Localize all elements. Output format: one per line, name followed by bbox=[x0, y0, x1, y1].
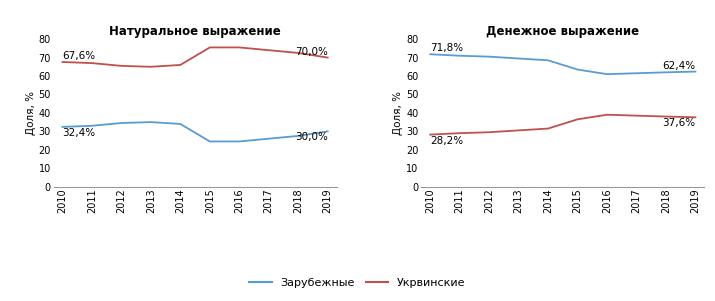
Text: 70,0%: 70,0% bbox=[295, 47, 327, 57]
Text: 67,6%: 67,6% bbox=[62, 51, 96, 61]
Text: 37,6%: 37,6% bbox=[662, 118, 696, 128]
Text: 62,4%: 62,4% bbox=[662, 61, 696, 71]
Title: Денежное выражение: Денежное выражение bbox=[486, 25, 639, 38]
Y-axis label: Доля, %: Доля, % bbox=[26, 91, 36, 135]
Text: 71,8%: 71,8% bbox=[430, 43, 463, 53]
Text: 30,0%: 30,0% bbox=[295, 132, 327, 142]
Text: 32,4%: 32,4% bbox=[62, 128, 96, 138]
Legend: Зарубежные, Укрвинские: Зарубежные, Укрвинские bbox=[245, 274, 470, 293]
Text: 28,2%: 28,2% bbox=[430, 135, 463, 146]
Title: Натуральное выражение: Натуральное выражение bbox=[109, 25, 281, 38]
Y-axis label: Доля, %: Доля, % bbox=[393, 91, 403, 135]
